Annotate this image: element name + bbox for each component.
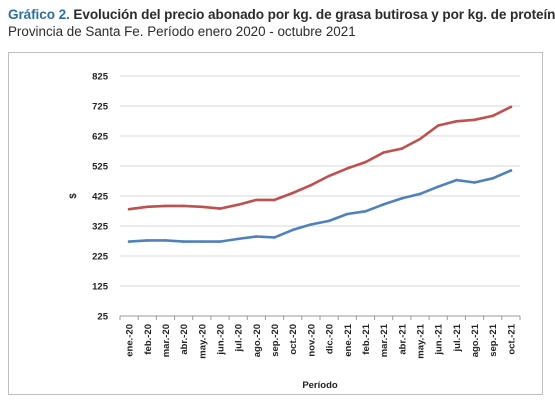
- x-tick-label: sep.-21: [488, 323, 499, 356]
- x-tick-label: jul.-21: [452, 323, 463, 352]
- series-1-point: [255, 235, 258, 238]
- series-0-point: [364, 160, 367, 164]
- y-tick-label: 125: [92, 282, 109, 293]
- x-tick-label: sep.-20: [270, 324, 281, 357]
- series-0-point: [309, 183, 313, 187]
- series-1-point: [145, 239, 149, 242]
- series-0-point: [182, 204, 185, 208]
- series-1-point: [455, 178, 458, 182]
- series-0-point: [418, 137, 422, 141]
- x-tick-label: abr.-20: [179, 324, 190, 355]
- series-1-point: [345, 212, 349, 216]
- x-tick-label: dic.-20: [325, 324, 336, 354]
- series-1-point: [127, 240, 131, 243]
- x-tick-label: oct.-20: [288, 324, 299, 355]
- x-tick-label: may.-21: [416, 323, 427, 358]
- x-tick-label: may.-20: [197, 324, 208, 359]
- series-line-0: [127, 105, 513, 211]
- series-0-point: [455, 120, 458, 123]
- series-0-point: [345, 167, 349, 170]
- series-0-point: [200, 205, 204, 209]
- series-0-point: [145, 205, 149, 209]
- y-tick-label: 25: [97, 312, 108, 323]
- series-0-point: [382, 151, 385, 154]
- x-tick-label: feb.-20: [143, 324, 154, 355]
- x-tick-label: nov.-20: [306, 324, 317, 357]
- chart-title-text: Evolución del precio abonado por kg. de …: [73, 7, 555, 22]
- series-0-point: [236, 203, 240, 206]
- series-0-point: [291, 191, 295, 195]
- y-tick-label: 525: [92, 162, 109, 173]
- series-1-point: [182, 240, 185, 243]
- chart-subtitle: Provincia de Santa Fe. Período enero 202…: [8, 24, 356, 39]
- series-1-point: [200, 240, 204, 243]
- series-0-point: [327, 174, 331, 178]
- series-1-point: [236, 237, 240, 241]
- series-1-point: [218, 240, 222, 243]
- y-tick-label: 625: [92, 132, 109, 143]
- chart-frame: [8, 52, 543, 395]
- x-tick-label: abr.-21: [397, 323, 408, 354]
- series-1-point: [382, 203, 385, 206]
- x-tick-label: ago.-21: [470, 323, 481, 357]
- series-1-point: [491, 177, 495, 180]
- x-axis-label: Período: [302, 380, 338, 391]
- y-tick-label: 425: [92, 192, 109, 203]
- series-0-point: [436, 124, 440, 127]
- series-1-point: [473, 181, 476, 184]
- series-1-point: [327, 219, 331, 223]
- x-tick-label: mar.-20: [161, 324, 172, 357]
- series-0-point: [164, 204, 167, 208]
- series-0-point: [473, 118, 476, 122]
- y-tick-label: 325: [92, 222, 109, 233]
- series-1-point: [418, 192, 422, 196]
- x-tick-label: oct.-21: [506, 323, 517, 354]
- series-0-point: [218, 207, 222, 210]
- series-1-point: [364, 210, 367, 213]
- series-line-1: [127, 169, 513, 243]
- series-1-point: [509, 169, 513, 172]
- series-0-point: [400, 147, 404, 150]
- series-1-point: [436, 185, 440, 188]
- x-tick-label: ene.-21: [343, 323, 354, 356]
- series-1-point: [309, 223, 313, 226]
- y-axis-label: $: [68, 193, 79, 199]
- series-1-point: [400, 197, 404, 200]
- series-0-point: [127, 207, 131, 211]
- series-1-point: [291, 228, 295, 232]
- x-tick-label: jun.-21: [434, 323, 445, 355]
- x-tick-label: ene.-20: [125, 324, 136, 357]
- series-0-point: [255, 198, 258, 202]
- x-tick-label: ago.-20: [252, 324, 263, 357]
- y-tick-label: 225: [92, 252, 109, 263]
- series-0-point: [273, 198, 276, 202]
- x-tick-label: jun.-20: [216, 324, 227, 356]
- series-0-point: [491, 114, 495, 118]
- series-0-point: [509, 105, 513, 109]
- series-1-point: [273, 236, 276, 239]
- chart-title-prefix: Gráfico 2.: [8, 7, 70, 22]
- series-1-point: [164, 239, 167, 242]
- x-tick-label: feb.-21: [361, 323, 372, 354]
- x-tick-label: jul.-20: [234, 324, 245, 352]
- y-tick-label: 825: [92, 72, 109, 83]
- y-tick-label: 725: [92, 102, 109, 113]
- chart-title: Gráfico 2. Evolución del precio abonado …: [8, 7, 555, 22]
- x-tick-label: mar.-21: [379, 323, 390, 357]
